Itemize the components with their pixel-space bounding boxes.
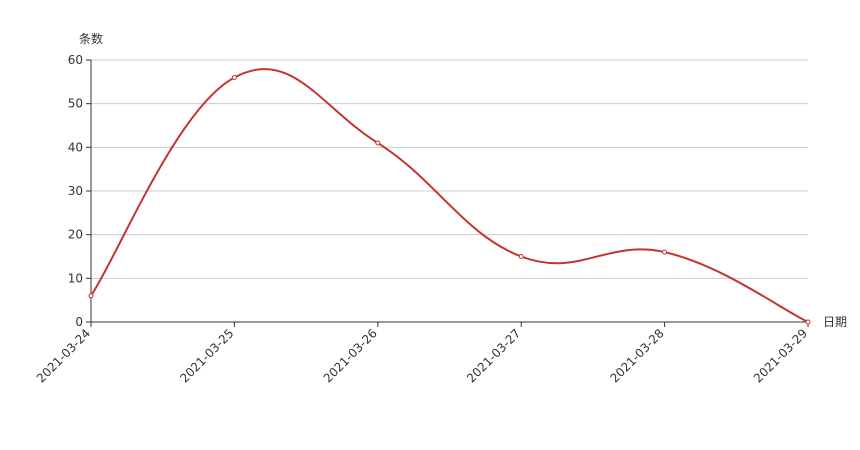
x-axis-label: 日期 [823, 315, 847, 329]
y-axis-label: 条数 [79, 31, 103, 46]
point [662, 249, 668, 255]
y-tick-label: 40 [68, 140, 83, 154]
x-tick-label: 2021-03-26 [321, 326, 380, 385]
point [88, 293, 94, 299]
y-tick-label: 60 [68, 53, 83, 67]
y-tick-label: 10 [68, 271, 83, 285]
x-tick-label: 2021-03-28 [608, 326, 667, 385]
point [518, 254, 524, 259]
x-tick-label: 2021-03-29 [751, 326, 810, 385]
y-tick-label: 30 [68, 184, 83, 198]
y-tick-label: 50 [68, 97, 83, 111]
point [375, 140, 381, 146]
y-tick-label: 0 [75, 315, 83, 329]
x-tick-label: 2021-03-27 [464, 326, 523, 385]
x-tick-label: 2021-03-24 [34, 326, 93, 385]
point [805, 319, 811, 325]
point [231, 74, 237, 80]
x-tick-label: 2021-03-25 [177, 326, 236, 385]
line [90, 68, 809, 323]
y-tick-label: 20 [68, 228, 83, 242]
